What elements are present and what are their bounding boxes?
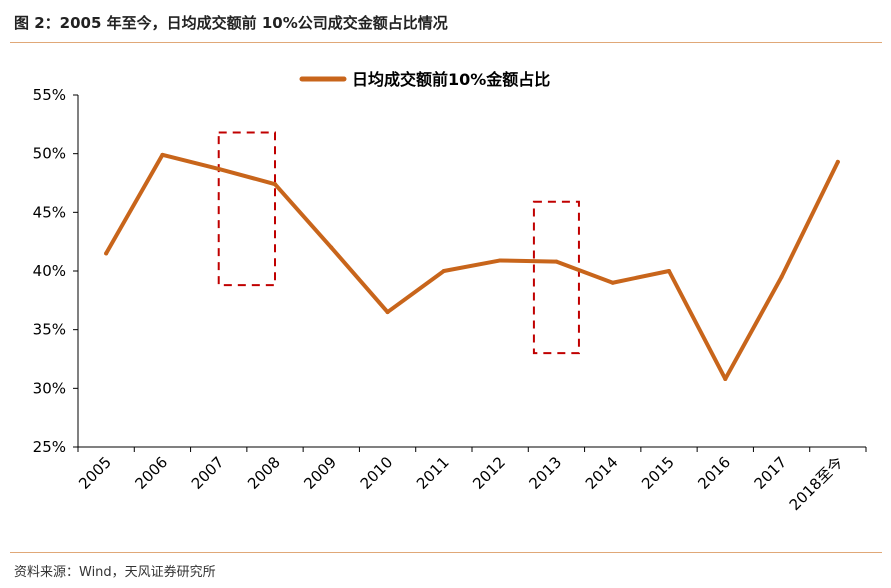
data-point (329, 245, 334, 250)
highlight-box (217, 131, 276, 287)
data-point (273, 182, 277, 187)
data-point (723, 376, 728, 381)
y-tick-label: 45% (33, 203, 66, 221)
data-point (385, 310, 390, 315)
y-tick-label: 55% (33, 86, 66, 104)
x-tick-label: 2008 (244, 453, 284, 493)
data-point (441, 269, 446, 273)
figure-title: 图 2：2005 年至今，日均成交额前 10%公司成交金额占比情况 (14, 14, 448, 32)
y-tick-label: 30% (33, 379, 66, 397)
bottom-divider (10, 552, 882, 553)
x-tick-label: 2005 (75, 453, 115, 493)
x-tick-label: 2007 (188, 453, 228, 493)
x-tick-label: 2015 (638, 453, 678, 493)
x-tick-label: 2011 (413, 453, 453, 493)
top-divider (10, 42, 882, 43)
x-tick-label: 2013 (526, 453, 566, 493)
source-note: 资料来源：Wind，天风证券研究所 (14, 565, 216, 580)
series-line (104, 152, 840, 381)
y-tick-label: 35% (33, 321, 66, 339)
legend-label: 日均成交额前10%金额占比 (352, 70, 550, 89)
y-tick-label: 40% (33, 262, 66, 280)
x-tick-label: 2017 (751, 453, 791, 493)
data-point (667, 269, 671, 273)
x-tick-label: 2012 (469, 453, 509, 493)
x-tick-label: 2010 (357, 453, 397, 493)
x-tick-label: 2016 (694, 453, 734, 493)
data-point (779, 274, 784, 279)
data-point (104, 251, 109, 256)
data-point (216, 166, 221, 171)
y-tick-label: 25% (33, 438, 66, 456)
highlight-box (532, 200, 580, 355)
x-tick-label: 2018至今 (786, 453, 847, 514)
x-tick-label: 2014 (582, 453, 622, 493)
data-point (835, 159, 840, 164)
data-point (160, 152, 165, 157)
data-point (554, 259, 559, 264)
y-tick-label: 50% (33, 145, 66, 163)
x-tick-label: 2006 (132, 453, 172, 493)
data-point (610, 280, 615, 285)
x-tick-label: 2009 (300, 453, 340, 493)
data-point (498, 258, 503, 263)
